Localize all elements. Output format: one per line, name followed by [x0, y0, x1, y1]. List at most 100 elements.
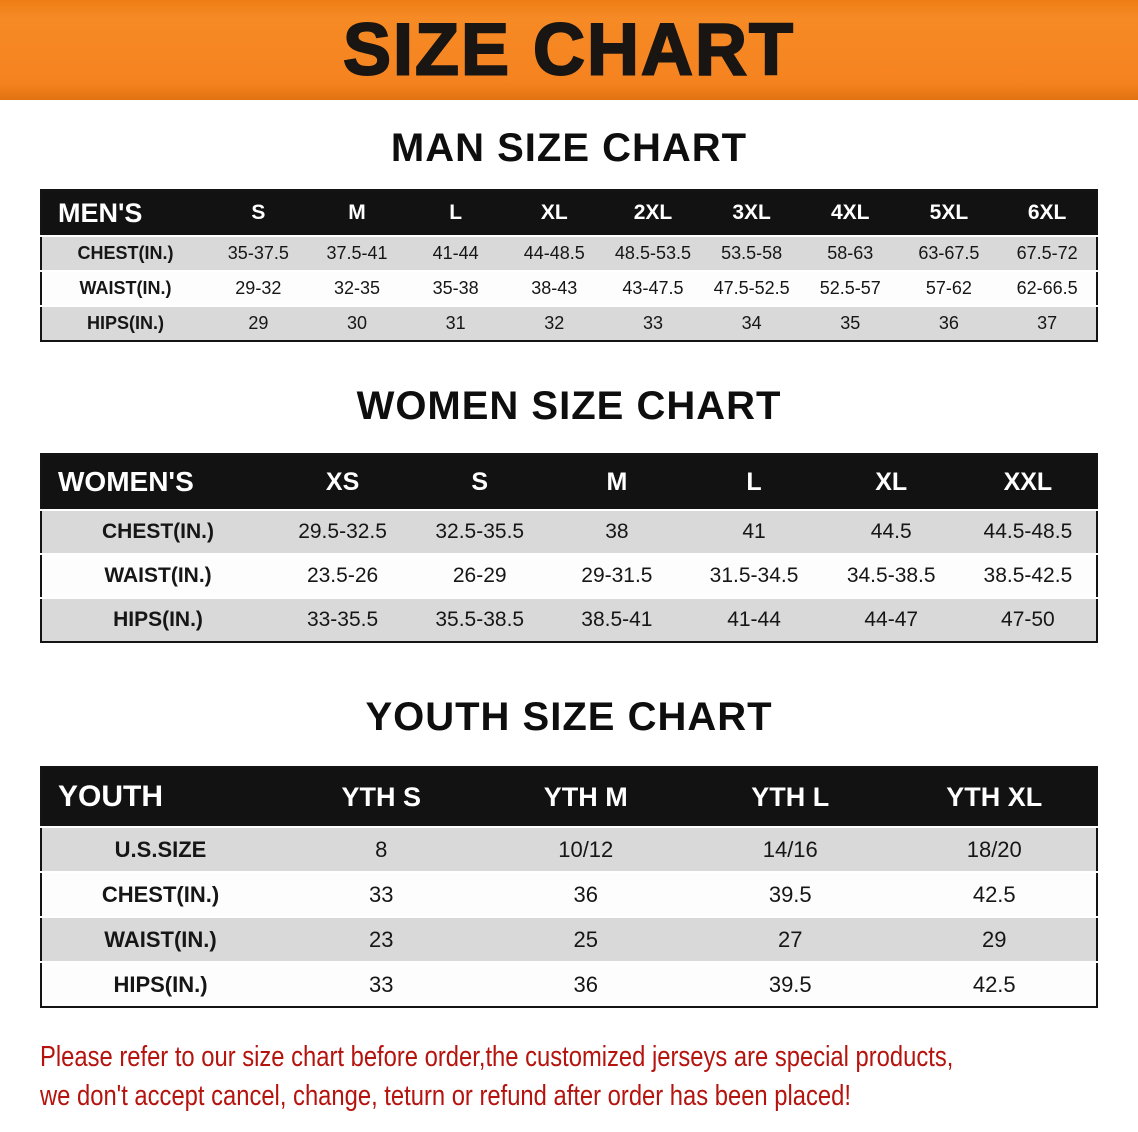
measurement-row: WAIST(IN.) 29-32 32-35 35-38 38-43 43-47.5 47.… — [41, 271, 1097, 306]
header-row: WOMEN'S XS S M L XL XXL — [41, 454, 1097, 510]
size-value-cell: 38.5-41 — [581, 608, 653, 631]
size-value-cell: 33 — [369, 881, 394, 907]
size-value-cell: 48.5-53.5 — [614, 243, 691, 263]
size-value-cell: 57-62 — [925, 278, 972, 298]
size-value-cell: 44.5-48.5 — [983, 520, 1073, 543]
size-value-cell: 63-67.5 — [918, 243, 980, 263]
size-value-cell: 58-63 — [827, 243, 874, 263]
size-column-header: L — [406, 190, 505, 236]
size-column-header: YTH M — [483, 767, 688, 827]
men-size-table: MEN'S S M L XL 2XL 3XL 4XL 5XL 6XL CHEST(IN.) 35-37… — [40, 189, 1098, 342]
size-value-cell: 39.5 — [768, 881, 812, 907]
size-value-cell: 32-35 — [333, 278, 380, 298]
size-value-cell: 62-66.5 — [1016, 278, 1078, 298]
footer-note-line-1: Please refer to our size chart before or… — [40, 1041, 954, 1073]
size-value-cell: 44-47 — [864, 608, 919, 631]
header-row: YOUTH YTH S YTH M YTH L YTH XL — [41, 767, 1097, 827]
size-column-header: 4XL — [800, 190, 900, 236]
header-row: MEN'S S M L XL 2XL 3XL 4XL 5XL 6XL — [41, 190, 1097, 236]
size-value-cell: 34.5-38.5 — [846, 564, 936, 587]
size-value-cell: 38.5-42.5 — [983, 564, 1073, 587]
row-label: CHEST(IN.) — [102, 520, 214, 543]
size-value-cell: 47-50 — [1001, 608, 1055, 631]
section-women: WOMEN SIZE CHART WOMEN'S XS S M L XL XXL CHEST(… — [0, 384, 1138, 643]
row-label: U.S.SIZE — [114, 836, 207, 862]
row-label: WAIST(IN.) — [104, 926, 217, 952]
size-column-header: S — [411, 454, 549, 510]
size-column-header: XS — [274, 454, 412, 510]
size-value-cell: 36 — [573, 971, 598, 997]
measurement-row: U.S.SIZE 8 10/12 14/16 18/20 — [41, 827, 1097, 872]
size-value-cell: 23.5-26 — [306, 564, 379, 587]
size-value-cell: 29 — [248, 313, 269, 333]
size-value-cell: 33 — [642, 313, 663, 333]
row-label: CHEST(IN.) — [77, 243, 174, 263]
size-value-cell: 53.5-58 — [721, 243, 783, 263]
size-column-header: XL — [504, 190, 604, 236]
row-label: HIPS(IN.) — [113, 608, 203, 631]
size-value-cell: 30 — [346, 313, 367, 333]
size-value-cell: 29-31.5 — [581, 564, 653, 587]
size-column-header: 3XL — [702, 190, 801, 236]
size-value-cell: 14/16 — [762, 836, 818, 862]
size-value-cell: 52.5-57 — [819, 278, 881, 298]
footer-note-line-2: we don't accept cancel, change, teturn o… — [40, 1080, 851, 1112]
row-label: WAIST(IN.) — [104, 564, 212, 587]
size-column-header: 5XL — [899, 190, 999, 236]
row-label: HIPS(IN.) — [86, 313, 164, 333]
measurement-row: CHEST(IN.) 29.5-32.5 32.5-35.5 38 41 44.5 44.5… — [41, 510, 1097, 554]
banner-title: SIZE CHART — [342, 8, 795, 92]
size-value-cell: 27 — [778, 926, 803, 952]
table-title-cell: YOUTH — [41, 767, 279, 827]
size-value-cell: 36 — [573, 881, 598, 907]
measurement-row: WAIST(IN.) 23 25 27 29 — [41, 917, 1097, 962]
size-value-cell: 44.5 — [870, 520, 912, 543]
size-value-cell: 47.5-52.5 — [713, 278, 790, 298]
size-column-header: M — [307, 190, 407, 236]
size-value-cell: 35.5-38.5 — [435, 608, 525, 631]
size-value-cell: 33-35.5 — [306, 608, 379, 631]
size-value-cell: 29-32 — [235, 278, 282, 298]
size-column-header: 2XL — [603, 190, 703, 236]
size-column-header: M — [548, 454, 686, 510]
measurement-row: HIPS(IN.) 29 30 31 32 33 34 35 36 37 — [41, 306, 1097, 341]
footer-note: Please refer to our size chart before or… — [40, 1038, 1138, 1116]
women-size-table: WOMEN'S XS S M L XL XXL CHEST(IN.) 29.5-32.5 32.5… — [40, 453, 1098, 643]
women-section-heading: WOMEN SIZE CHART — [356, 384, 782, 428]
size-value-cell: 43-47.5 — [622, 278, 684, 298]
size-value-cell: 29 — [982, 926, 1007, 952]
banner: SIZE CHART — [0, 0, 1138, 100]
size-value-cell: 34 — [741, 313, 762, 333]
size-column-header: YTH S — [279, 767, 484, 827]
size-value-cell: 41-44 — [727, 608, 781, 631]
size-value-cell: 10/12 — [558, 836, 614, 862]
size-column-header: YTH XL — [892, 767, 1097, 827]
size-column-header: YTH L — [688, 767, 893, 827]
size-value-cell: 29.5-32.5 — [298, 520, 387, 543]
row-label: CHEST(IN.) — [101, 881, 220, 907]
size-value-cell: 35-38 — [432, 278, 479, 298]
size-column-header: 6XL — [998, 190, 1097, 236]
youth-section-heading: YOUTH SIZE CHART — [365, 695, 773, 739]
measurement-row: HIPS(IN.) 33 36 39.5 42.5 — [41, 962, 1097, 1007]
measurement-row: WAIST(IN.) 23.5-26 26-29 29-31.5 31.5-34.5 34… — [41, 554, 1097, 598]
size-value-cell: 36 — [938, 313, 959, 333]
size-value-cell: 41-44 — [432, 243, 479, 263]
size-value-cell: 42.5 — [972, 881, 1016, 907]
size-value-cell: 39.5 — [768, 971, 812, 997]
size-value-cell: 38 — [605, 520, 629, 543]
row-label: HIPS(IN.) — [113, 971, 208, 997]
size-value-cell: 32 — [544, 313, 565, 333]
size-value-cell: 33 — [369, 971, 394, 997]
size-value-cell: 67.5-72 — [1016, 243, 1078, 263]
section-men: MAN SIZE CHART MEN'S S M L XL 2XL 3XL 4XL 5XL 6XL… — [0, 126, 1138, 342]
size-value-cell: 26-29 — [452, 564, 507, 587]
measurement-row: HIPS(IN.) 33-35.5 35.5-38.5 38.5-41 41-44 44-… — [41, 598, 1097, 642]
size-column-header: S — [209, 190, 308, 236]
size-value-cell: 37 — [1037, 313, 1058, 333]
size-value-cell: 23 — [369, 926, 394, 952]
row-label: WAIST(IN.) — [79, 278, 172, 298]
size-value-cell: 31 — [445, 313, 466, 333]
measurement-row: CHEST(IN.) 33 36 39.5 42.5 — [41, 872, 1097, 917]
size-value-cell: 41 — [742, 520, 766, 543]
